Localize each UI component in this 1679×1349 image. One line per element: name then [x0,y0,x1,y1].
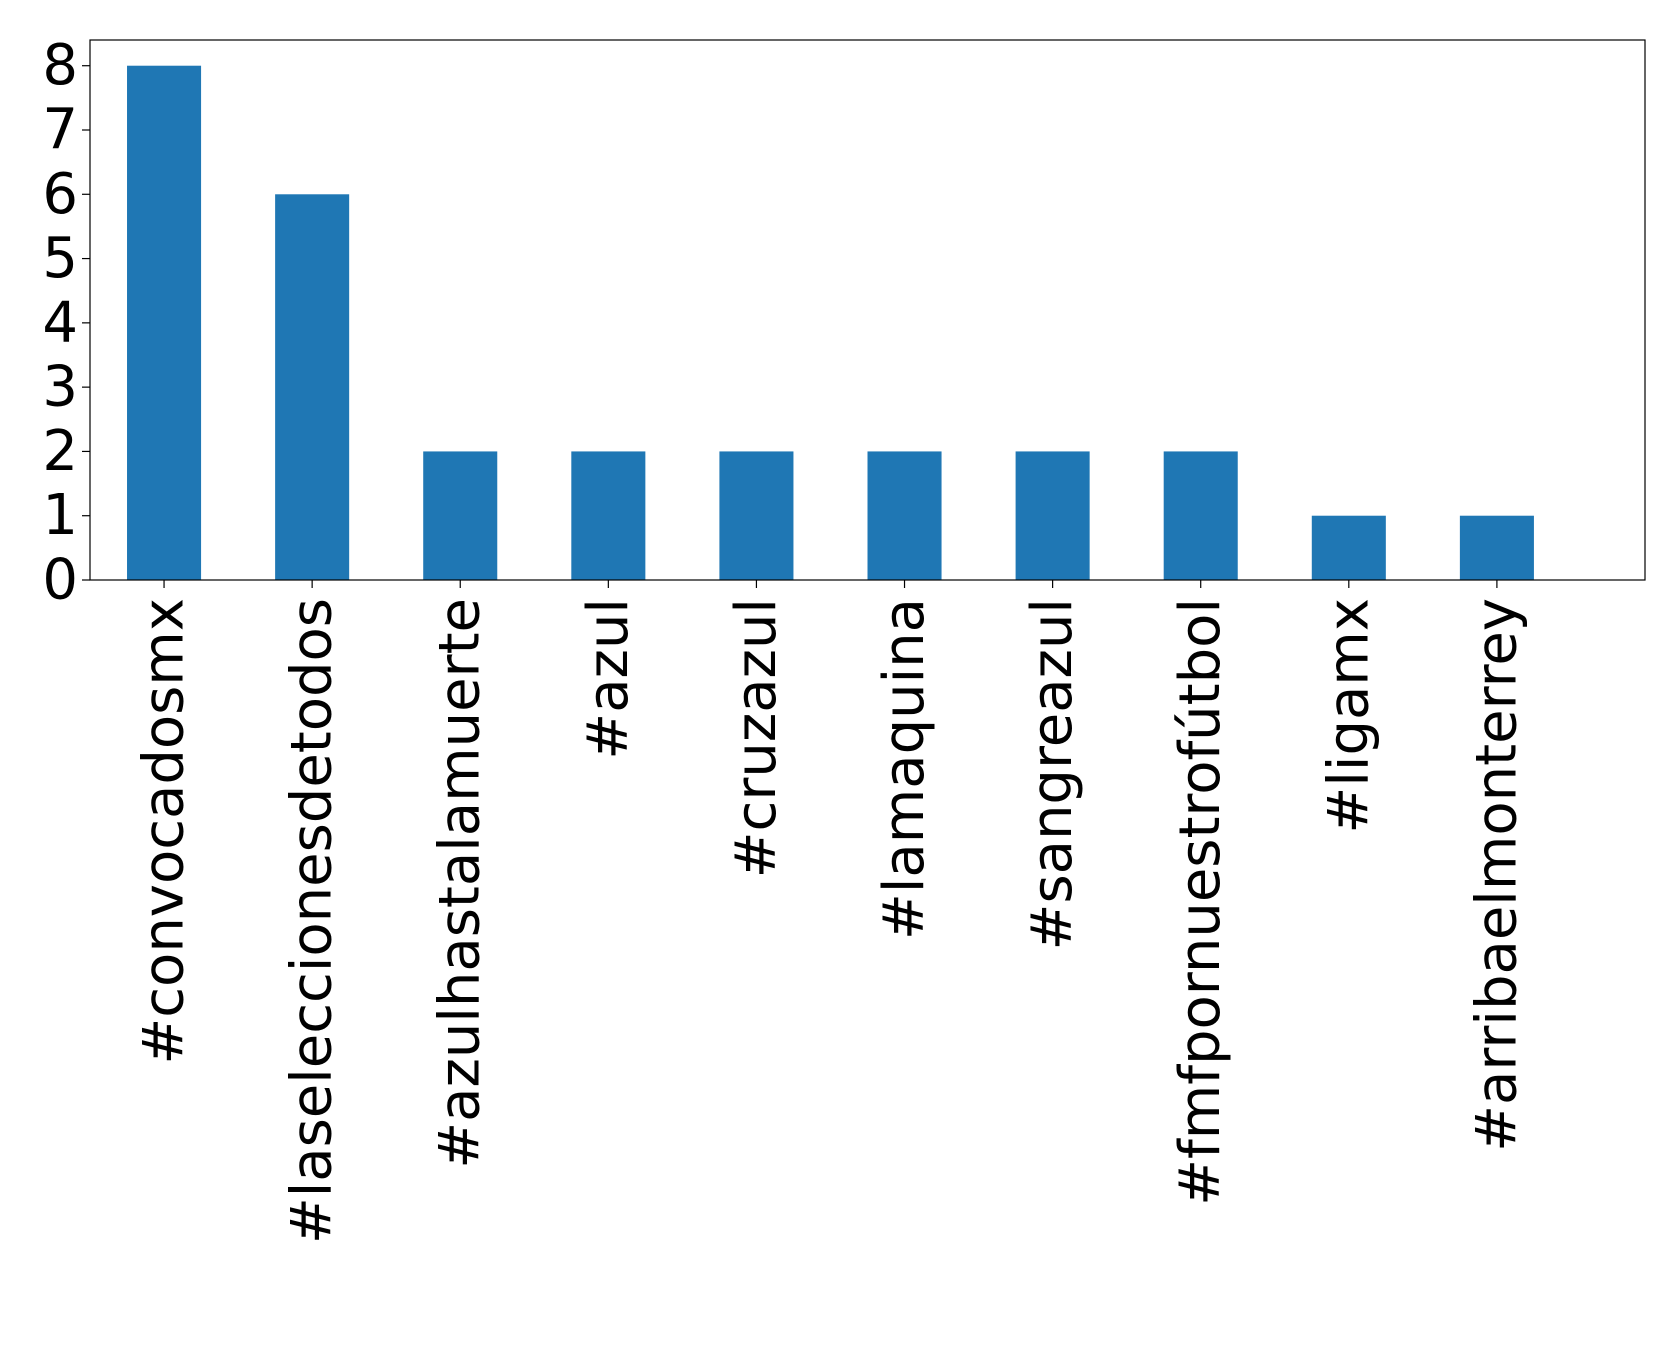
x-tick-label: #lamaquina [872,598,937,940]
x-tick-label: #fmfpornuestrofútbol [1168,598,1233,1206]
y-tick-label: 4 [42,290,78,355]
x-tick-label: #azulhastalamuerte [428,598,493,1169]
y-tick-label: 1 [42,483,78,548]
bar [423,451,498,580]
y-tick-label: 8 [42,33,78,98]
bar [719,451,794,580]
y-tick-label: 0 [42,548,78,613]
x-tick-label: #azul [576,598,641,760]
bar [571,451,646,580]
y-tick-label: 5 [42,226,78,291]
y-tick-label: 2 [42,419,78,484]
x-axis: #convocadosmx #laseleccionesdetodos #azulh… [132,580,1529,1244]
bar [1163,451,1238,580]
bar [1015,451,1090,580]
bar [1459,515,1534,580]
bar [867,451,942,580]
y-tick-label: 3 [42,355,78,420]
x-tick-label: #cruzazul [724,598,789,878]
x-tick-label: #convocadosmx [132,598,197,1065]
y-tick-label: 7 [42,98,78,163]
bar [275,194,350,581]
bars-group [127,65,1534,581]
bar [1311,515,1386,580]
plot-frame [89,39,1646,581]
x-tick-label: #arribaelmonterrey [1464,598,1529,1152]
bar [127,65,202,580]
x-tick-label: #sangreazul [1020,598,1085,950]
x-tick-label: #ligamx [1316,598,1381,834]
x-tick-label: #laseleccionesdetodos [280,598,345,1244]
y-tick-label: 6 [42,162,78,227]
